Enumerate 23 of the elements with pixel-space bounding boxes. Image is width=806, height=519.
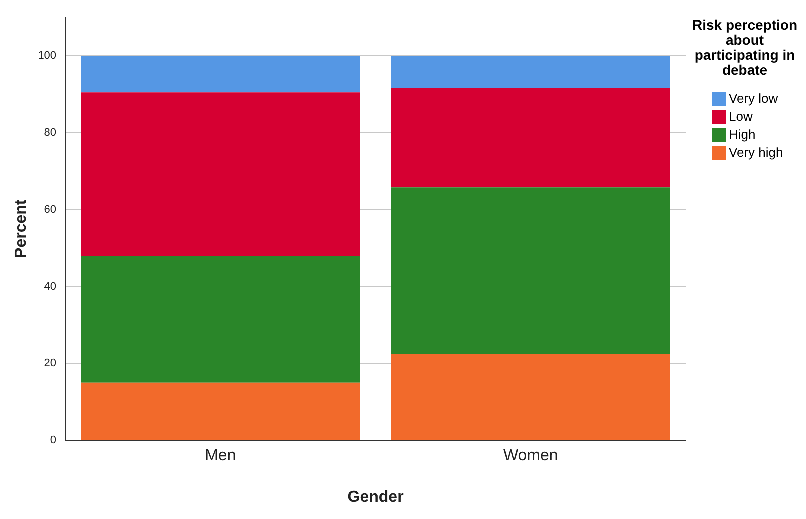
- legend-label: Low: [729, 108, 753, 126]
- y-tick-label: 60: [44, 204, 57, 216]
- y-tick-label: 0: [50, 434, 57, 447]
- bar: [81, 92, 360, 256]
- bar: [81, 56, 360, 93]
- legend-title: Risk perception about participating in debate: [692, 17, 798, 78]
- x-axis-title: Gender: [348, 488, 404, 506]
- y-tick-label: 20: [44, 358, 57, 370]
- bar: [391, 188, 670, 354]
- y-axis-title: Percent: [13, 199, 30, 258]
- bar: [391, 354, 670, 440]
- y-tick-label: 80: [44, 126, 57, 139]
- bar: [81, 382, 360, 440]
- legend-label: High: [729, 126, 756, 144]
- bar: [391, 56, 670, 88]
- legend-label: Very high: [729, 144, 784, 162]
- bar: [81, 256, 360, 383]
- x-tick-label: Women: [503, 448, 558, 465]
- y-tick-label: 40: [44, 280, 57, 293]
- y-tick-label: 100: [38, 50, 57, 62]
- bar: [391, 88, 670, 188]
- legend-label: Very low: [729, 90, 778, 108]
- x-tick-label: Men: [205, 448, 236, 465]
